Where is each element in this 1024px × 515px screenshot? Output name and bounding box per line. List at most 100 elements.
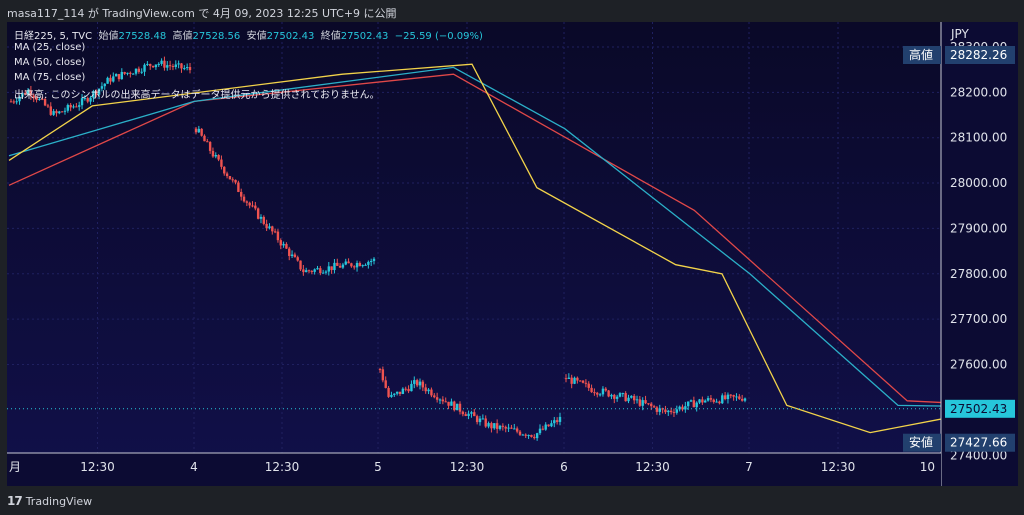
candle-body xyxy=(576,377,579,381)
candle-body xyxy=(217,155,220,160)
candle-body xyxy=(584,382,588,384)
candle-body xyxy=(698,399,701,403)
high-value: 27528.56 xyxy=(192,31,241,42)
candle-body xyxy=(140,71,143,73)
candle-body xyxy=(464,414,467,416)
candle-body xyxy=(341,264,345,268)
candle-body xyxy=(168,65,172,67)
low-tag-label: 安値 xyxy=(909,435,933,450)
candle-body xyxy=(117,74,121,80)
candle-body xyxy=(729,394,732,396)
time-tick-label: 7 xyxy=(745,460,753,474)
candle-body xyxy=(544,424,547,430)
candle-body xyxy=(72,106,75,108)
candle-body xyxy=(390,394,393,397)
candle-body xyxy=(740,398,744,401)
low-price-badge-box xyxy=(945,433,1015,452)
candle-body xyxy=(330,266,333,271)
candle-body xyxy=(55,111,58,114)
candle-body xyxy=(29,90,33,96)
candle-body xyxy=(715,401,718,403)
ma-legend-50[interactable]: MA (50, close) xyxy=(14,57,86,68)
candle-body xyxy=(658,408,661,412)
ma-legend-75[interactable]: MA (75, close) xyxy=(14,72,86,83)
candle-body xyxy=(541,428,545,430)
candle-body xyxy=(738,396,741,399)
candle-body xyxy=(501,425,505,427)
ma-legend-25[interactable]: MA (25, close) xyxy=(14,42,86,53)
candle-body xyxy=(455,403,459,411)
candle-body xyxy=(712,399,715,402)
candle-body xyxy=(564,378,568,380)
candles xyxy=(9,56,747,441)
tradingview-logo-icon: 17 xyxy=(7,494,23,508)
candle-body xyxy=(475,416,479,423)
high-tag-label: 高値 xyxy=(909,47,933,62)
candle-body xyxy=(675,409,679,413)
candle-body xyxy=(24,92,27,95)
candle-body xyxy=(684,406,687,410)
candle-body xyxy=(504,426,507,429)
candle-body xyxy=(143,64,146,72)
candle-body xyxy=(265,223,268,229)
candle-body xyxy=(146,63,149,65)
candle-body xyxy=(271,226,274,232)
time-tick-label: 12:30 xyxy=(450,460,485,474)
candle-body xyxy=(211,150,215,157)
candle-body xyxy=(324,271,328,273)
ohlc-legend: 日経225, 5, TVC 始値27528.48 高値27528.56 安値27… xyxy=(14,27,483,42)
candle-body xyxy=(726,394,730,400)
candle-body xyxy=(69,104,72,108)
chart-area[interactable]: JPY 28200.00 28100.00 28000.00 27900.00 27800… xyxy=(7,22,1018,486)
candle-body xyxy=(21,92,24,97)
candle-body xyxy=(547,424,550,427)
candle-body xyxy=(421,381,425,388)
candle-body xyxy=(495,423,499,429)
candle-body xyxy=(273,231,277,233)
candle-body xyxy=(618,393,622,397)
candle-body xyxy=(131,73,135,75)
candle-body xyxy=(410,383,413,392)
candle-body xyxy=(706,398,710,401)
close-value: 27502.43 xyxy=(340,31,389,42)
candle-body xyxy=(100,86,104,89)
candle-body xyxy=(678,406,681,410)
tradingview-branding[interactable]: 17 TradingView xyxy=(7,494,92,508)
candle-body xyxy=(112,76,115,82)
candle-body xyxy=(573,377,576,384)
candle-body xyxy=(723,395,727,400)
candle-body xyxy=(203,135,206,142)
candle-body xyxy=(197,128,201,133)
open-value: 27528.48 xyxy=(118,31,167,42)
candle-body xyxy=(490,423,493,429)
candle-body xyxy=(92,91,95,98)
candle-body xyxy=(601,388,605,395)
candle-body xyxy=(652,406,656,408)
candle-body xyxy=(279,240,282,246)
candle-body xyxy=(384,380,387,388)
candle-body xyxy=(638,399,642,406)
price-chart[interactable]: JPY 28200.00 28100.00 28000.00 27900.00 27800… xyxy=(7,22,1018,486)
candle-body xyxy=(441,399,445,402)
candle-body xyxy=(225,173,229,177)
candle-body xyxy=(513,428,516,430)
candle-body xyxy=(367,261,370,265)
candle-body xyxy=(369,261,373,263)
candle-body xyxy=(114,74,118,77)
change-value: −25.59 (−0.09%) xyxy=(394,31,483,42)
candle-body xyxy=(607,390,610,397)
candle-body xyxy=(515,428,519,432)
time-tick-label: 5 xyxy=(374,460,382,474)
candle-body xyxy=(177,63,180,65)
candle-body xyxy=(282,243,285,246)
candle-body xyxy=(26,90,30,95)
candle-body xyxy=(364,264,367,266)
candle-body xyxy=(327,266,330,272)
candle-body xyxy=(481,418,485,420)
candle-body xyxy=(655,407,659,412)
price-tick-label: 27900.00 xyxy=(950,221,1007,235)
candle-body xyxy=(587,383,590,388)
candle-body xyxy=(171,66,175,68)
candle-body xyxy=(58,111,61,114)
candle-body xyxy=(290,254,294,256)
